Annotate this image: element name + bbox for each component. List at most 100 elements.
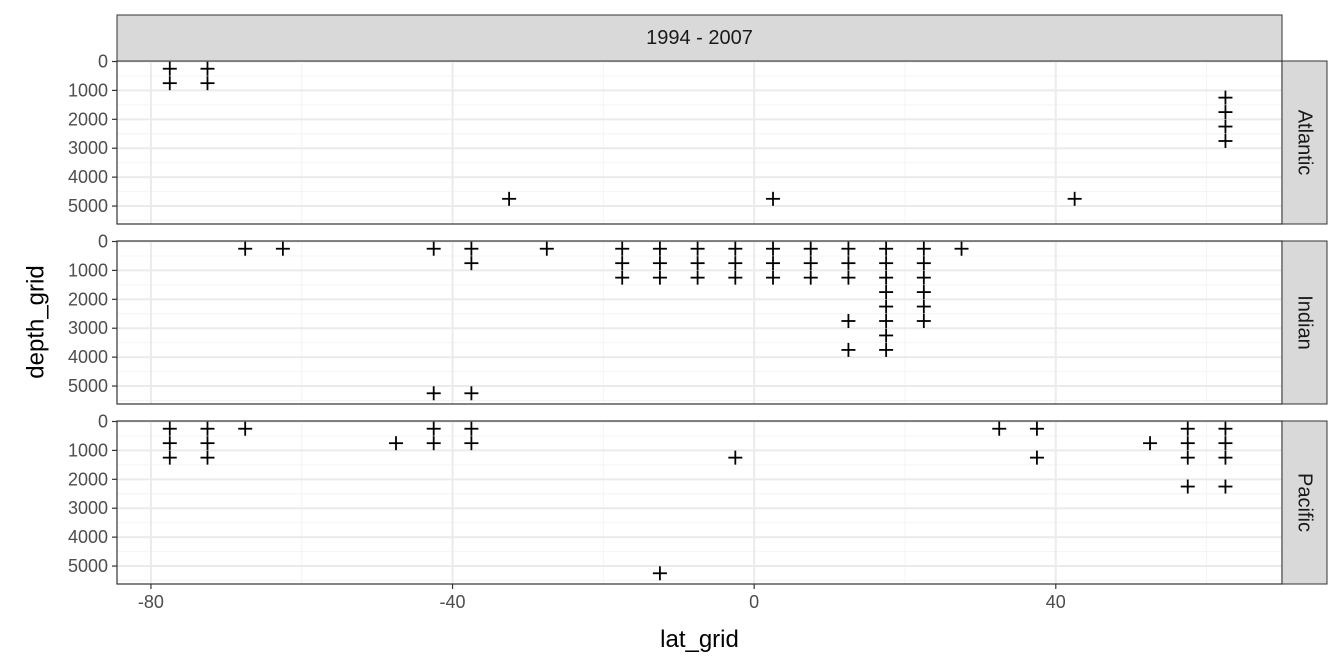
y-tick-label: 0 [98,52,108,72]
data-point [1218,450,1233,465]
panels-group: 0 1000 2000 3000 4000 5000 Atlantic 0 1000 2000 30… [68,52,1328,585]
data-point [1218,105,1233,120]
row-strip-background [1281,420,1328,585]
y-tick-label: 4000 [68,527,108,547]
data-point [615,256,630,271]
data-point [162,421,177,436]
data-point [200,450,215,465]
data-point [464,241,479,256]
data-point [238,421,253,436]
data-point [916,285,931,300]
data-point [728,270,743,285]
data-point [1218,90,1233,105]
data-point [803,241,818,256]
y-tick-label: 2000 [68,289,108,309]
row-strip-label: Atlantic [1294,110,1316,176]
data-point [879,256,894,271]
data-point [200,436,215,451]
data-point [200,76,215,91]
data-point [464,436,479,451]
data-point [1180,436,1195,451]
data-point [728,450,743,465]
y-tick-label: 5000 [68,196,108,216]
y-tick-label: 1000 [68,260,108,280]
y-tick-label: 5000 [68,376,108,396]
data-point [200,421,215,436]
column-strip-label: 1994 - 2007 [646,27,753,49]
data-point [1218,436,1233,451]
y-tick-label: 2000 [68,469,108,489]
data-point [954,241,969,256]
data-point [879,241,894,256]
data-point [162,76,177,91]
data-point [238,241,253,256]
data-point [652,566,667,581]
x-axis-title: lat_grid [660,626,739,653]
data-point [464,256,479,271]
data-point [426,436,441,451]
data-point [1029,421,1044,436]
data-point [1180,421,1195,436]
y-tick-label: 4000 [68,167,108,187]
data-point [841,314,856,328]
data-point [803,270,818,285]
y-axis-title: depth_grid [23,265,50,378]
data-point [1218,421,1233,436]
data-point [464,386,479,401]
x-axis: -80 -40 0 40 [138,584,1066,612]
data-point [766,191,781,206]
x-tick-label: -80 [138,592,164,612]
data-point [879,342,894,357]
y-tick-label: 5000 [68,556,108,576]
data-point [803,256,818,271]
row-strip-indian: Indian [1281,240,1328,405]
data-point [426,421,441,436]
data-point [426,241,441,256]
data-point [690,270,705,285]
row-strip-pacific: Pacific [1281,420,1328,585]
data-point [879,314,894,328]
column-strip: 1994 - 2007 [116,14,1283,62]
data-point [841,256,856,271]
y-tick-label: 2000 [68,109,108,129]
data-point [879,285,894,300]
data-point [1143,436,1158,451]
y-tick-label: 3000 [68,498,108,518]
y-tick-label: 3000 [68,138,108,158]
data-point [766,256,781,271]
data-point [992,421,1007,436]
data-point [728,241,743,256]
panel-atlantic: 0 1000 2000 3000 4000 5000 Atlantic [68,52,1328,225]
data-point [388,436,403,451]
data-point [162,436,177,451]
data-point [728,256,743,271]
data-point [690,256,705,271]
y-tick-label: 1000 [68,80,108,100]
data-point [841,241,856,256]
y-tick-label: 0 [98,232,108,252]
data-point [879,328,894,343]
y-tick-label: 3000 [68,318,108,338]
data-point [879,299,894,314]
x-tick-label: 0 [749,592,759,612]
column-strip-background [116,14,1283,62]
data-point [615,270,630,285]
data-point [916,299,931,314]
data-point [766,241,781,256]
data-point [841,342,856,357]
y-tick-label: 1000 [68,440,108,460]
data-point [652,256,667,271]
data-point [916,314,931,328]
panel-background [117,421,1282,584]
row-strip-label: Pacific [1294,473,1316,532]
y-tick-label: 0 [98,412,108,432]
data-point [841,270,856,285]
data-point [652,241,667,256]
data-point [464,421,479,436]
panel-indian: 0 1000 2000 3000 4000 5000 Indian [68,232,1328,405]
panel-background [117,241,1282,404]
data-point [916,256,931,271]
data-point [162,450,177,465]
row-strip-background [1281,240,1328,405]
data-point [502,191,517,206]
